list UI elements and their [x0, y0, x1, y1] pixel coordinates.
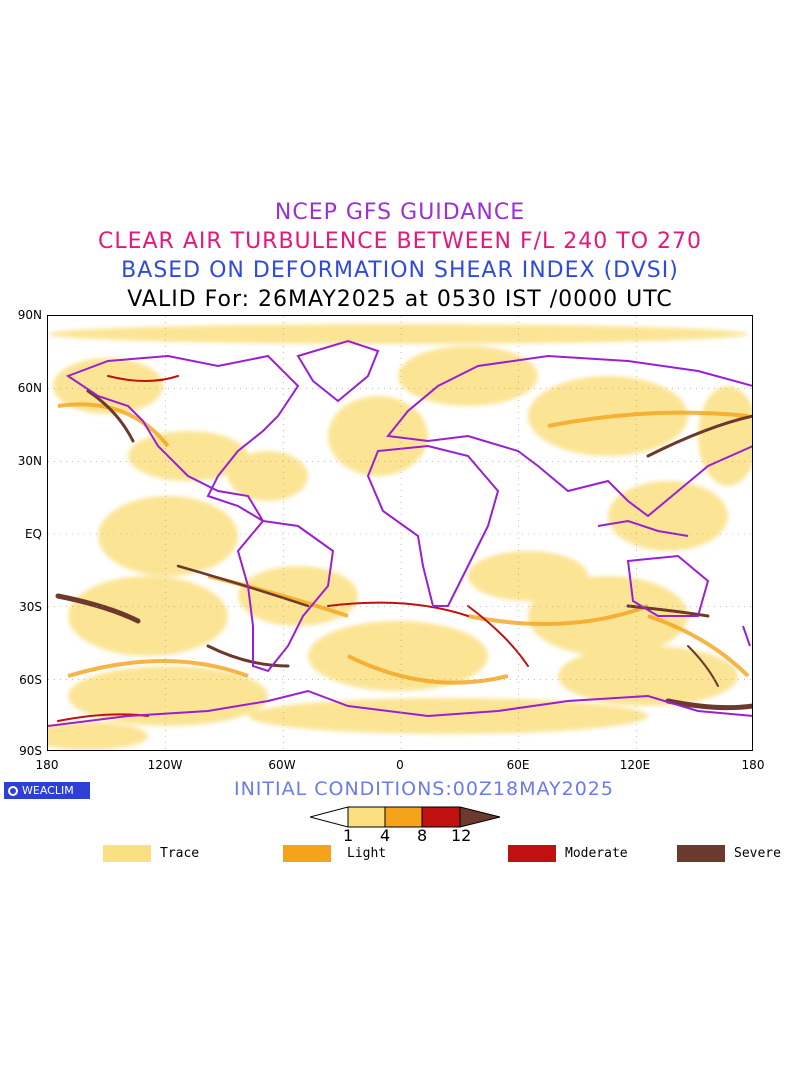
lon-label-180w: 180 [35, 758, 59, 772]
north-america-coast [65, 354, 300, 522]
lat-label-30n: 30N [17, 454, 42, 468]
new-zealand-coast [742, 625, 751, 647]
antarctica-coast [48, 689, 752, 727]
colorbar [310, 806, 501, 828]
title-line-1: NCEP GFS GUIDANCE [274, 200, 526, 225]
moderate-severe-areas [55, 375, 752, 722]
colorbar-tick-4: 4 [380, 826, 391, 845]
lon-label-0: 0 [396, 758, 404, 772]
colorbar-tick-12: 12 [451, 826, 472, 845]
legend-label-trace: Trace [160, 846, 200, 861]
lat-label-30s: 30S [19, 600, 42, 614]
legend-swatch-trace [103, 845, 151, 862]
greenland-coast [296, 339, 380, 403]
lat-label-60n: 60N [17, 381, 42, 395]
lat-label-eq: EQ [24, 527, 42, 541]
legend-label-severe: Severe [734, 846, 781, 861]
weaclim-logo: WEACLIM [4, 782, 90, 799]
lat-label-90n: 90N [17, 308, 42, 322]
lat-label-90s: 90S [19, 744, 42, 758]
colorbar-over-arrow [459, 806, 501, 828]
colorbar-light [384, 806, 423, 828]
trace-areas [48, 324, 752, 750]
lon-label-120e: 120E [619, 758, 651, 772]
colorbar-trace [347, 806, 386, 828]
title-line-2: CLEAR AIR TURBULENCE BETWEEN F/L 240 TO … [97, 229, 703, 254]
africa-coast [366, 444, 500, 607]
legend-swatch-severe [677, 845, 725, 862]
legend-swatch-light [283, 845, 331, 862]
turbulence-map [47, 315, 753, 751]
europe-asia-coast [386, 354, 752, 518]
colorbar-under-arrow [310, 806, 349, 828]
lon-label-180e: 180 [741, 758, 765, 772]
lon-label-120w: 120W [147, 758, 183, 772]
logo-text: WEACLIM [22, 784, 74, 797]
graticule [48, 316, 752, 750]
initial-conditions: INITIAL CONDITIONS:00Z18MAY2025 [233, 778, 614, 800]
australia-coast [626, 554, 710, 617]
lat-label-60s: 60S [19, 673, 42, 687]
logo-circle-icon [8, 785, 18, 796]
valid-time: VALID For: 26MAY2025 at 0530 IST /0000 U… [127, 287, 673, 312]
legend-swatch-moderate [508, 845, 556, 862]
lon-label-60e: 60E [506, 758, 530, 772]
legend-label-moderate: Moderate [565, 846, 628, 861]
colorbar-tick-8: 8 [417, 826, 428, 845]
colorbar-moderate [421, 806, 461, 828]
lon-label-60w: 60W [268, 758, 296, 772]
legend-label-light: Light [347, 846, 387, 861]
south-america-coast [236, 519, 335, 673]
indonesia-coast [597, 519, 689, 537]
colorbar-tick-1: 1 [343, 826, 354, 845]
coastlines [48, 339, 752, 727]
map-canvas [48, 316, 752, 750]
title-line-3: BASED ON DEFORMATION SHEAR INDEX (DVSI) [121, 258, 679, 283]
